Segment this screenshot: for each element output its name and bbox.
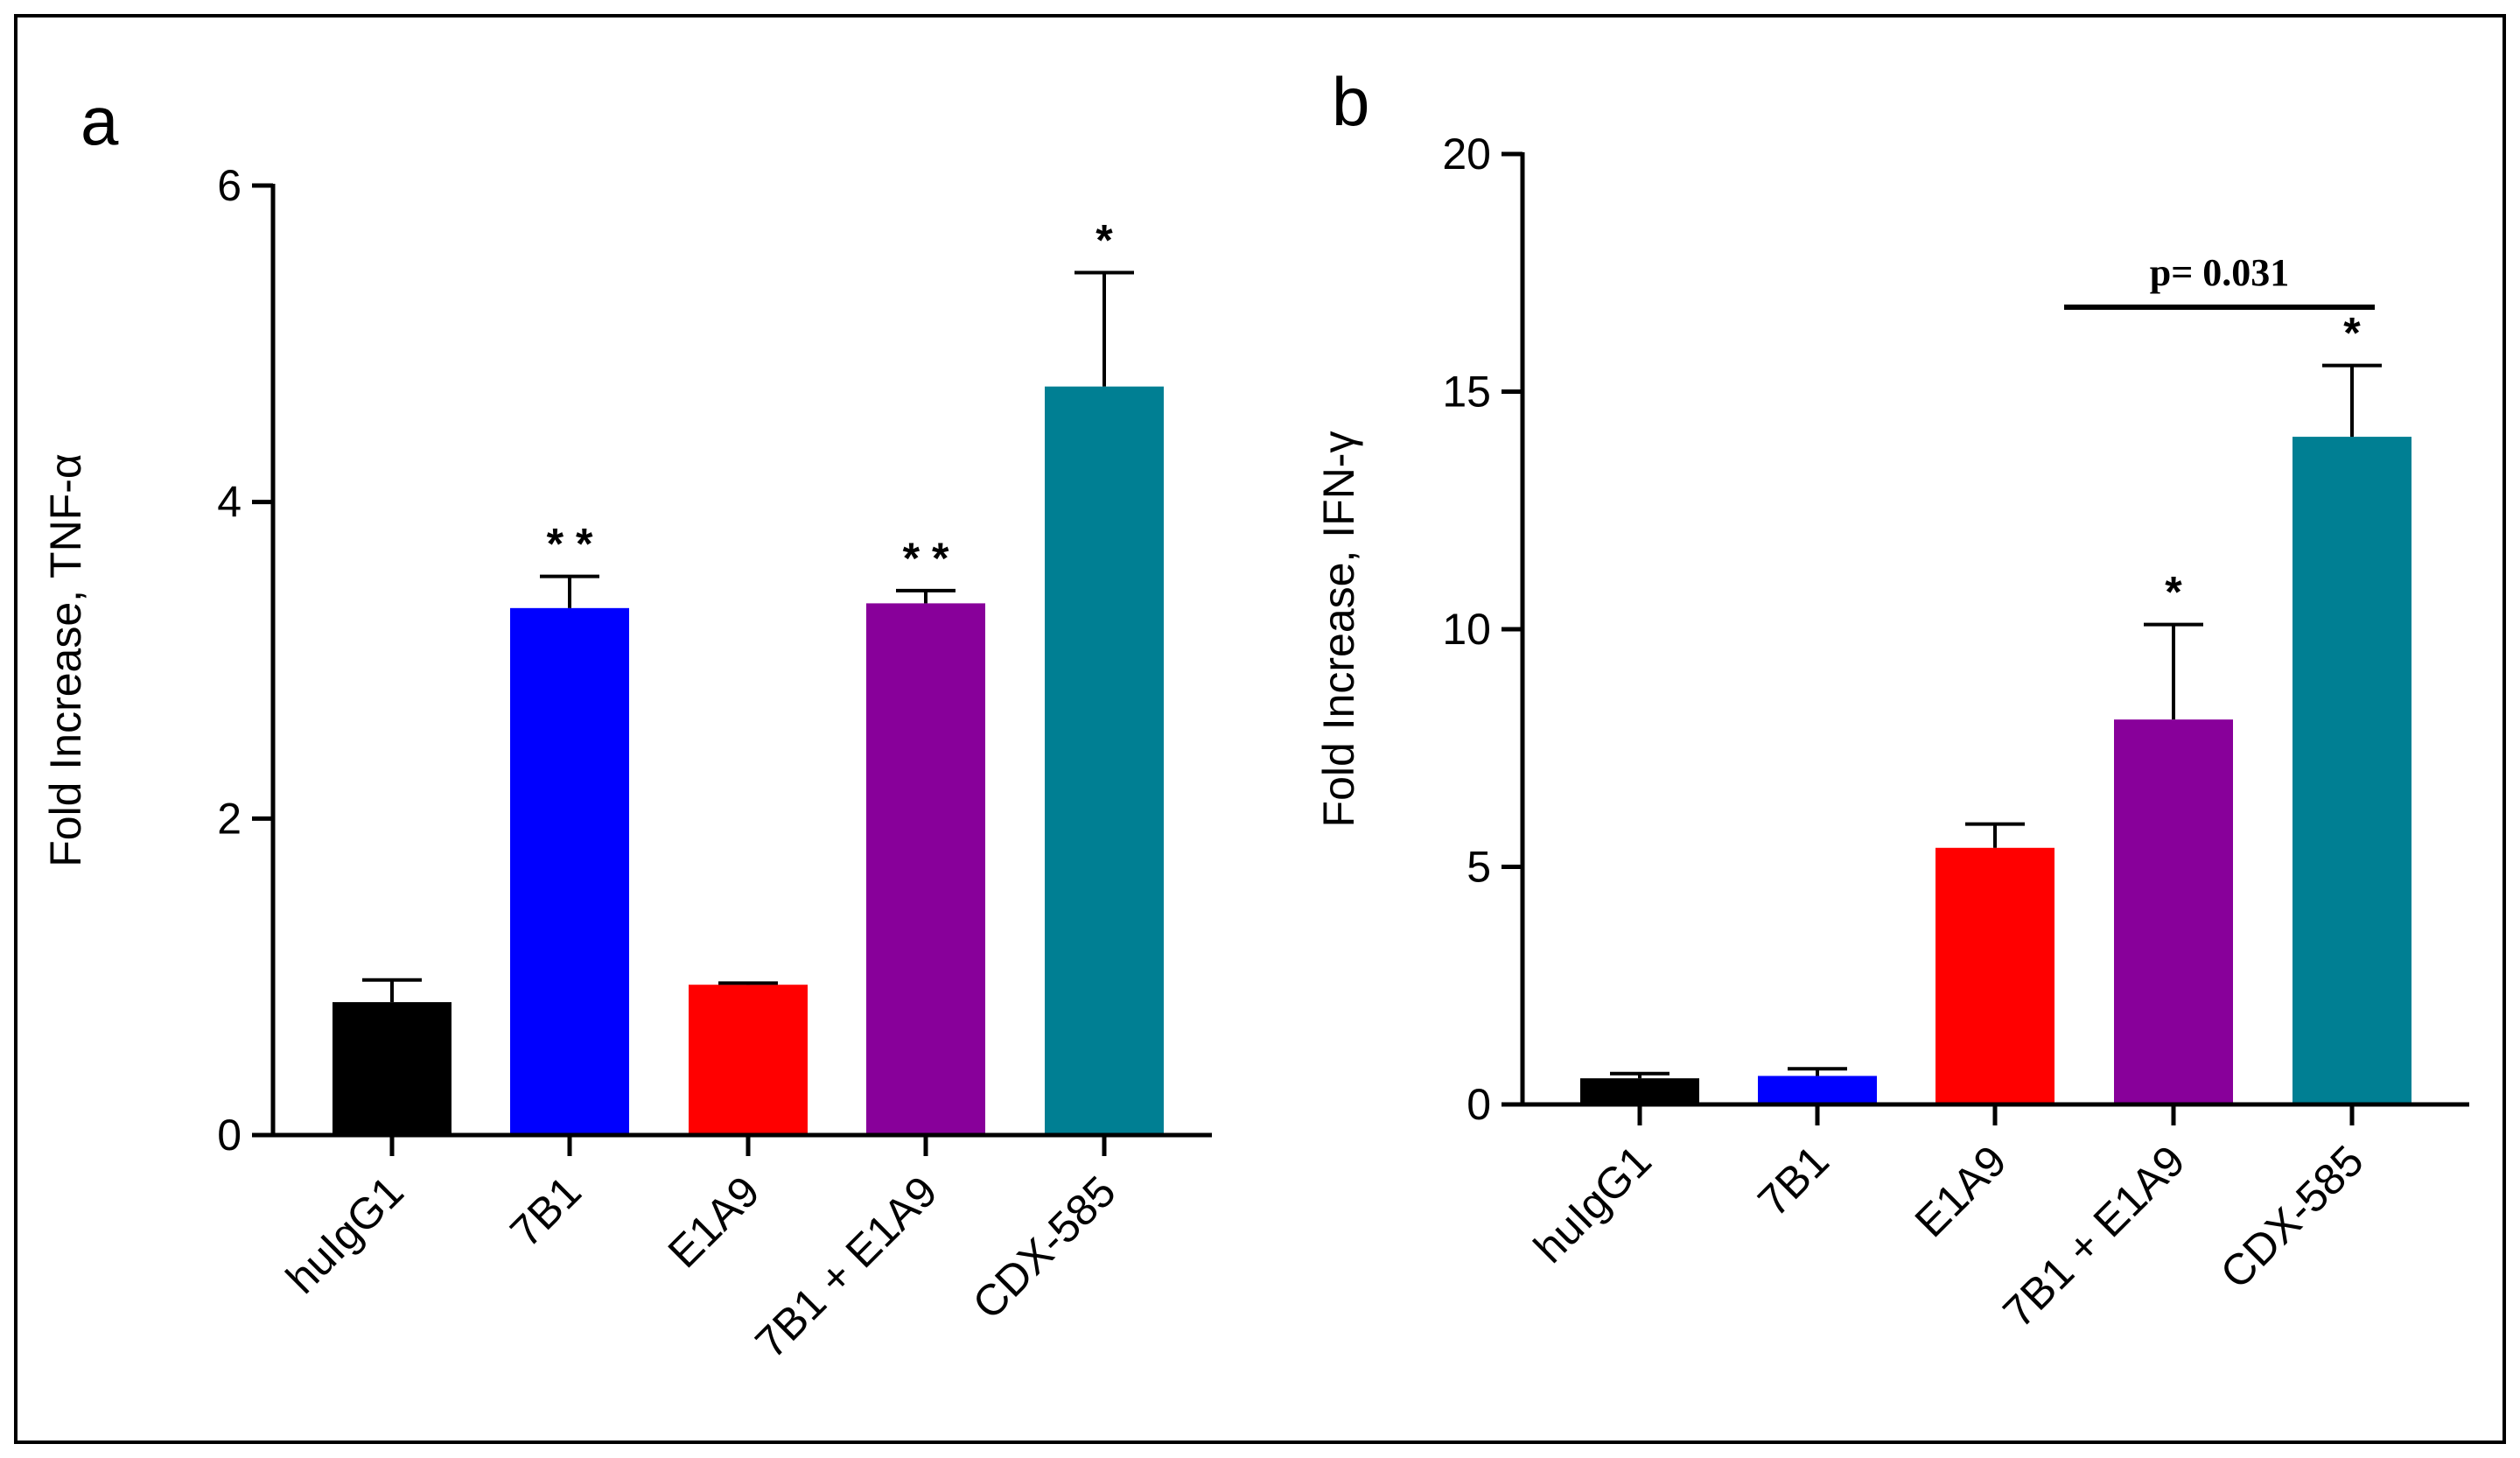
significance-marker: * xyxy=(2165,568,2182,617)
y-tick-label: 20 xyxy=(1442,130,1491,179)
bar xyxy=(332,1002,452,1135)
y-axis-label: Fold Increase, TNF-α xyxy=(41,453,90,867)
figure-border xyxy=(14,14,2506,1444)
bar xyxy=(510,607,629,1135)
significance-marker: * xyxy=(1096,215,1113,264)
bar xyxy=(2114,719,2233,1104)
y-tick-label: 15 xyxy=(1442,368,1491,417)
y-tick-label: 0 xyxy=(217,1111,242,1160)
significance-marker: * * xyxy=(547,520,593,569)
y-tick-label: 4 xyxy=(217,478,242,527)
bar xyxy=(1936,847,2054,1104)
y-tick-label: 6 xyxy=(217,161,242,210)
significance-marker: * * xyxy=(903,534,949,583)
bar xyxy=(1045,386,1164,1135)
bar xyxy=(2292,437,2412,1105)
bar xyxy=(689,985,808,1135)
y-axis-label: Fold Increase, IFN-γ xyxy=(1314,431,1363,828)
y-tick-label: 2 xyxy=(217,794,242,843)
panel-label: b xyxy=(1332,63,1369,140)
bar xyxy=(1580,1078,1699,1104)
bar xyxy=(1758,1076,1877,1104)
comparison-p-value: p= 0.031 xyxy=(2150,251,2290,294)
y-tick-label: 5 xyxy=(1466,843,1491,892)
panel-label: a xyxy=(80,82,119,159)
y-tick-label: 0 xyxy=(1466,1080,1491,1129)
y-tick-label: 10 xyxy=(1442,605,1491,654)
bar xyxy=(866,603,985,1135)
significance-marker: * xyxy=(2343,309,2361,358)
